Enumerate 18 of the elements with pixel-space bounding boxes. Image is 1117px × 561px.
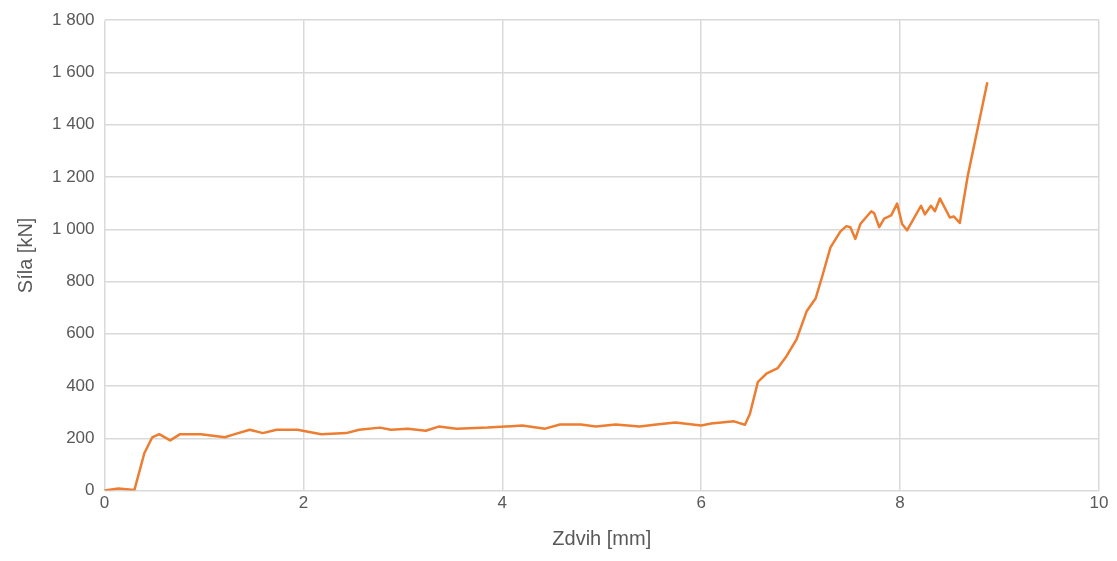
y-tick-label: 1 000 [51, 218, 95, 238]
y-axis-title: Síla [kN] [13, 217, 36, 294]
y-tick-label: 200 [66, 428, 95, 448]
y-tick-label: 800 [66, 271, 95, 291]
x-tick-label: 6 [696, 493, 706, 513]
x-tick-label: 0 [99, 493, 110, 513]
y-tick-label: 0 [85, 480, 95, 500]
y-tick-label: 400 [66, 375, 95, 395]
x-tick-label: 10 [1089, 493, 1109, 513]
x-tick-label: 4 [497, 493, 508, 513]
y-tick-label: 1 200 [51, 166, 95, 186]
y-tick-label: 1 400 [51, 114, 95, 134]
x-tick-label: 8 [895, 493, 905, 513]
y-tick-label: 1 800 [51, 9, 95, 29]
y-tick-label: 600 [66, 323, 95, 343]
y-tick-label: 1 600 [51, 62, 95, 82]
x-axis-title: Zdvih [mm] [552, 526, 652, 549]
x-tick-label: 2 [298, 493, 309, 513]
